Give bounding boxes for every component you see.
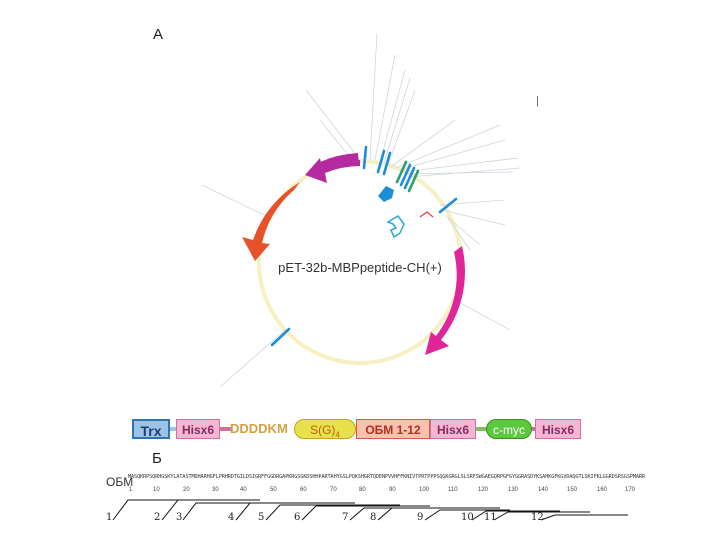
sg4-subscript: 4	[335, 430, 340, 440]
tick-80: 80	[359, 487, 366, 493]
fragment-label-5: 5	[258, 512, 265, 523]
connector-1	[170, 427, 176, 431]
sequence-text: MASQKRPSQRHGSKYLATASTMDHARHGFLPRHRDTGILD…	[128, 474, 645, 480]
plasmid-name: pET-32b-MBPpeptide-CH(+)	[278, 260, 442, 275]
fragment-line-4	[235, 502, 355, 521]
connector-3	[476, 427, 488, 431]
hisx6-box-3: Hisx6	[535, 419, 581, 439]
site-ticks	[270, 145, 458, 347]
tick-150: 150	[567, 487, 578, 493]
connector-4	[532, 427, 536, 431]
fragment-line-10	[471, 510, 560, 521]
tick-30: 30	[212, 487, 219, 493]
tick-20: 20	[183, 487, 190, 493]
tick-160: 160	[597, 487, 608, 493]
trx-box: Trx	[132, 419, 170, 439]
plasmid-marker: |	[536, 95, 539, 107]
tick-110: 110	[448, 487, 458, 493]
fragment-line-11	[493, 511, 590, 521]
fragment-label-4: 4	[228, 512, 235, 523]
restriction-site-lines	[201, 32, 521, 388]
fragment-label-6: 6	[294, 512, 301, 523]
obm-box: ОБМ 1-12	[356, 419, 430, 439]
left-gene-arrow	[242, 182, 300, 261]
fragment-line-8	[377, 507, 500, 521]
promoter-arrow-icon	[378, 186, 394, 202]
hisx6-box-1: Hisx6	[176, 419, 220, 439]
red-site-mark	[419, 211, 434, 218]
tick-10: 10	[153, 487, 160, 493]
tick-120: 120	[478, 487, 489, 493]
tick-50: 50	[270, 487, 277, 493]
plasmid-map: pET-32b-MBPpeptide-CH(+) |	[201, 32, 539, 388]
tick-70: 70	[330, 487, 337, 493]
tick-1: 1	[129, 487, 133, 493]
cmyc-box: c-myc	[486, 419, 532, 439]
fragment-line-2	[161, 499, 260, 521]
fragment-label-2: 2	[154, 512, 161, 523]
fragment-label-12: 12	[531, 512, 544, 523]
hisx6-box-2: Hisx6	[430, 419, 476, 439]
connector-2	[220, 427, 232, 431]
fragment-label-8: 8	[370, 512, 377, 523]
tick-100: 100	[419, 487, 430, 493]
linker-text: DDDDKM	[230, 421, 288, 436]
fragment-line-9	[424, 509, 510, 521]
tick-40: 40	[240, 487, 247, 493]
fragment-line-5	[265, 504, 400, 521]
terminator-arrow-icon	[386, 215, 405, 239]
fragment-label-10: 10	[461, 512, 474, 523]
fragment-map	[112, 499, 628, 521]
tick-90: 90	[389, 487, 396, 493]
fragment-label-9: 9	[417, 512, 424, 523]
panel-a-label: А	[153, 26, 164, 43]
sg4-label: S(G)	[310, 423, 336, 437]
fragment-line-12	[540, 514, 628, 521]
sg4-box: S(G)4	[294, 419, 356, 439]
fragment-label-7: 7	[342, 512, 349, 523]
fragment-label-1: 1	[106, 512, 113, 523]
fragment-line-6	[301, 505, 430, 521]
fragment-label-11: 11	[484, 512, 497, 523]
tick-170: 170	[625, 487, 636, 493]
tick-130: 130	[508, 487, 519, 493]
fragment-label-3: 3	[176, 512, 183, 523]
fragment-line-3	[182, 502, 300, 521]
right-gene-arrow	[425, 246, 465, 355]
tick-140: 140	[538, 487, 549, 493]
panel-b-label: Б	[152, 450, 162, 467]
sequence-label: ОБМ	[106, 475, 134, 489]
tick-60: 60	[300, 487, 307, 493]
